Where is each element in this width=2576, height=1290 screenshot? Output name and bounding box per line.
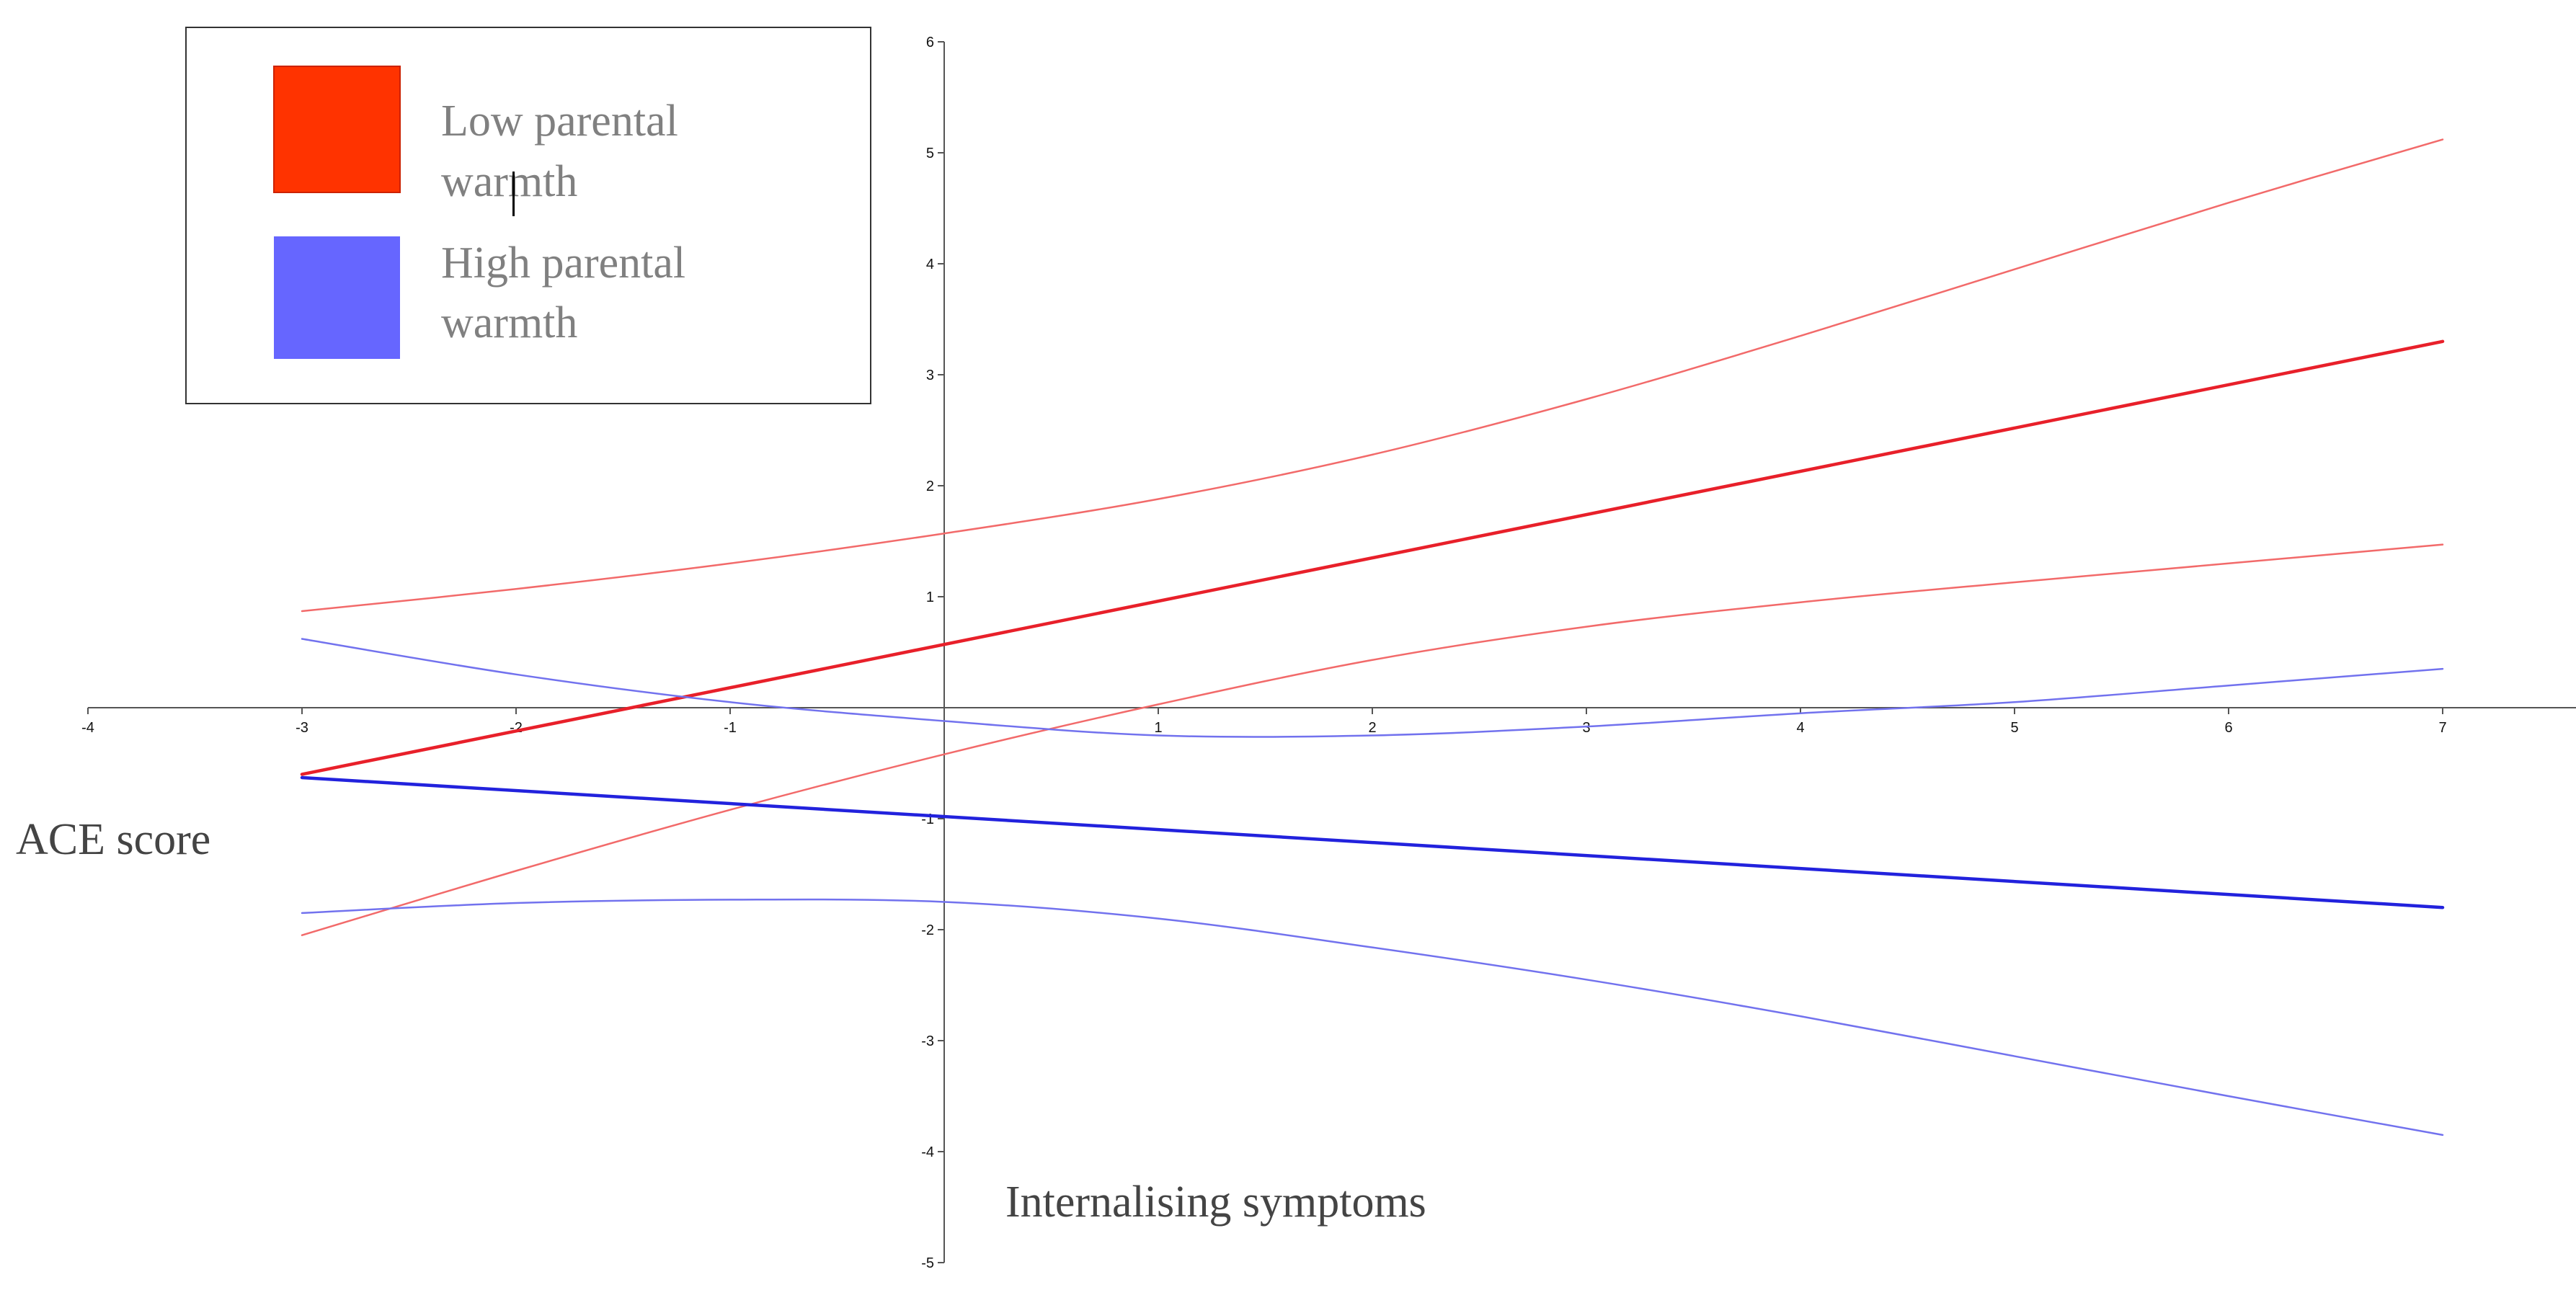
y-tick-label: 2 [926,479,934,494]
y-axis-title: ACE score [16,815,210,864]
x-tick-label: 5 [2010,720,2018,736]
y-tick-label: 4 [926,257,934,272]
series-low-parental-warmth [300,339,2445,776]
x-tick-label: 2 [1368,720,1376,736]
legend-swatch-low-warmth [273,66,401,193]
y-tick-label: -4 [921,1144,934,1160]
x-tick-label: -4 [81,720,94,736]
y-tick-label: -5 [921,1255,934,1271]
legend-label-low-warmth-line2: warmth [441,157,577,206]
series-high-parental-warmth [300,775,2445,909]
legend-label-high-warmth-line2: warmth [441,298,577,347]
x-tick-label: -1 [724,720,737,736]
series-low-parental-warmth-lower-ci [301,543,2444,936]
series-high-parental-warmth-lower-ci [301,898,2444,1136]
text-cursor [512,172,515,216]
y-tick-label: -2 [921,922,934,938]
y-tick-label: 6 [926,35,934,50]
x-tick-label: -3 [296,720,308,736]
y-tick-label: 5 [926,146,934,161]
series-low-parental-warmth-upper-ci [301,138,2444,613]
x-axis-title: Internalising symptoms [1005,1178,1426,1227]
series-layer [300,138,2445,1136]
y-tick-label: 3 [926,368,934,383]
legend-swatch-high-warmth [274,236,400,359]
legend: Low parental warmth High parental warmth [185,27,871,404]
x-tick-label: 4 [1796,720,1804,736]
x-tick-label: 6 [2224,720,2232,736]
x-tick-label: 7 [2438,720,2446,736]
x-tick-label: 3 [1582,720,1590,736]
x-tick-label: 1 [1154,720,1162,736]
series-high-parental-warmth-upper-ci [301,638,2444,738]
y-tick-label: 1 [926,590,934,605]
legend-label-high-warmth-line1: High parental [441,239,685,288]
legend-label-low-warmth-line1: Low parental [441,97,678,146]
y-tick-label: -3 [921,1033,934,1049]
